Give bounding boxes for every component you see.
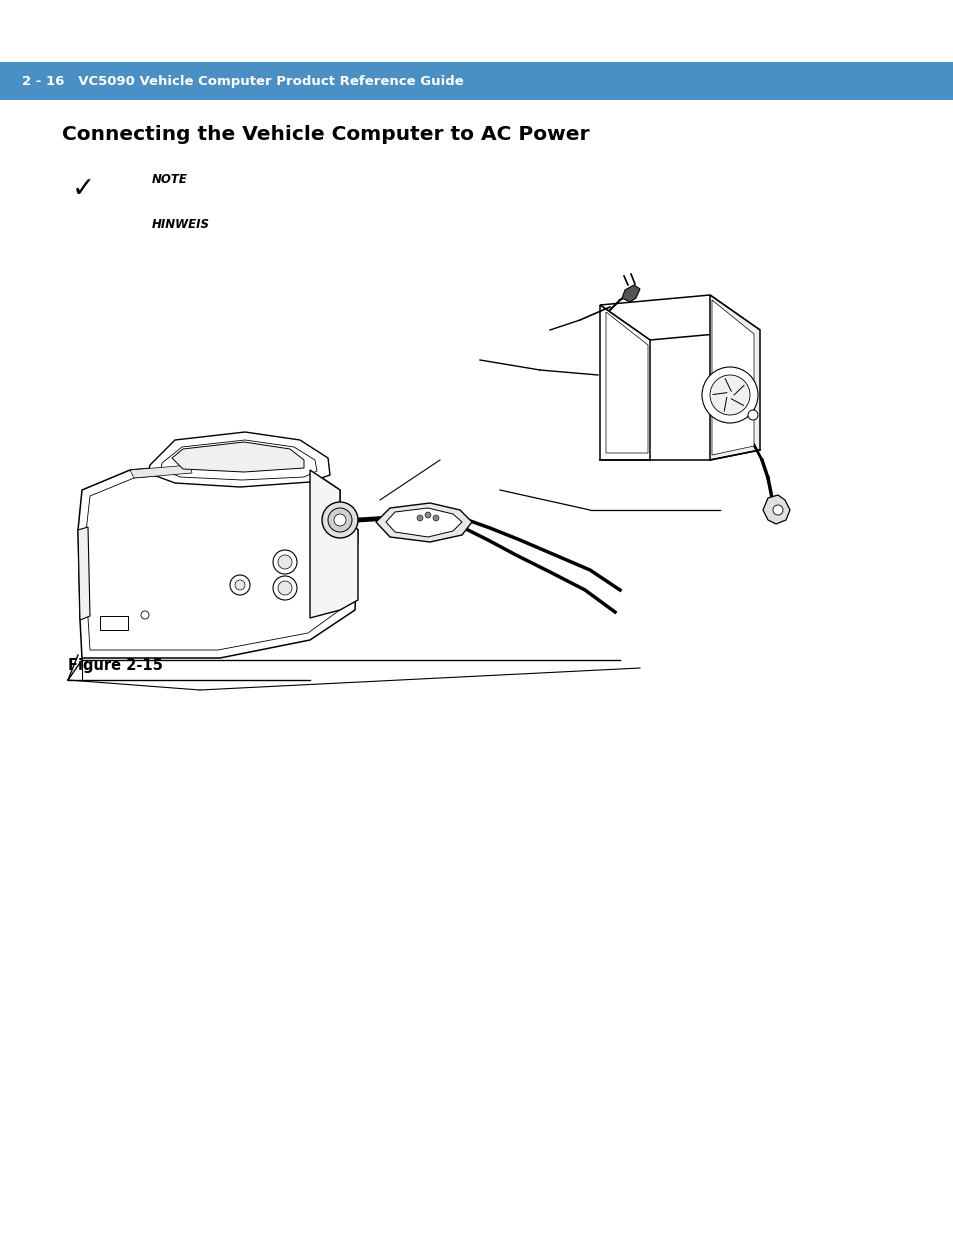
Circle shape	[277, 555, 292, 569]
Circle shape	[277, 580, 292, 595]
Polygon shape	[762, 495, 789, 524]
Text: NOTE: NOTE	[152, 173, 188, 186]
Polygon shape	[375, 503, 472, 542]
Text: Connecting the Vehicle Computer to AC Power: Connecting the Vehicle Computer to AC Po…	[62, 125, 589, 144]
Polygon shape	[711, 300, 753, 454]
Polygon shape	[78, 466, 357, 658]
Circle shape	[230, 576, 250, 595]
Circle shape	[709, 375, 749, 415]
Circle shape	[273, 550, 296, 574]
Circle shape	[273, 576, 296, 600]
Circle shape	[141, 611, 149, 619]
Circle shape	[747, 410, 758, 420]
Polygon shape	[148, 432, 330, 487]
Polygon shape	[709, 295, 760, 459]
FancyBboxPatch shape	[100, 616, 128, 630]
Polygon shape	[599, 295, 760, 340]
Polygon shape	[605, 312, 647, 453]
Circle shape	[328, 508, 352, 532]
Text: Figure 2-15: Figure 2-15	[68, 658, 163, 673]
Polygon shape	[161, 440, 316, 480]
Polygon shape	[310, 471, 357, 618]
Bar	[0, 62, 953, 100]
Circle shape	[334, 514, 346, 526]
Circle shape	[322, 501, 357, 538]
Text: 2 - 16   VC5090 Vehicle Computer Product Reference Guide: 2 - 16 VC5090 Vehicle Computer Product R…	[22, 74, 463, 88]
Polygon shape	[130, 466, 192, 478]
Text: ✓: ✓	[71, 175, 94, 203]
Text: HINWEIS: HINWEIS	[152, 219, 210, 231]
Polygon shape	[599, 305, 649, 459]
Circle shape	[424, 513, 431, 517]
Polygon shape	[386, 508, 461, 537]
Circle shape	[433, 515, 438, 521]
Circle shape	[701, 367, 758, 424]
Circle shape	[234, 580, 245, 590]
Polygon shape	[86, 473, 350, 650]
Circle shape	[416, 515, 422, 521]
Circle shape	[772, 505, 782, 515]
Polygon shape	[172, 442, 304, 472]
Polygon shape	[78, 527, 90, 620]
Polygon shape	[621, 285, 639, 303]
